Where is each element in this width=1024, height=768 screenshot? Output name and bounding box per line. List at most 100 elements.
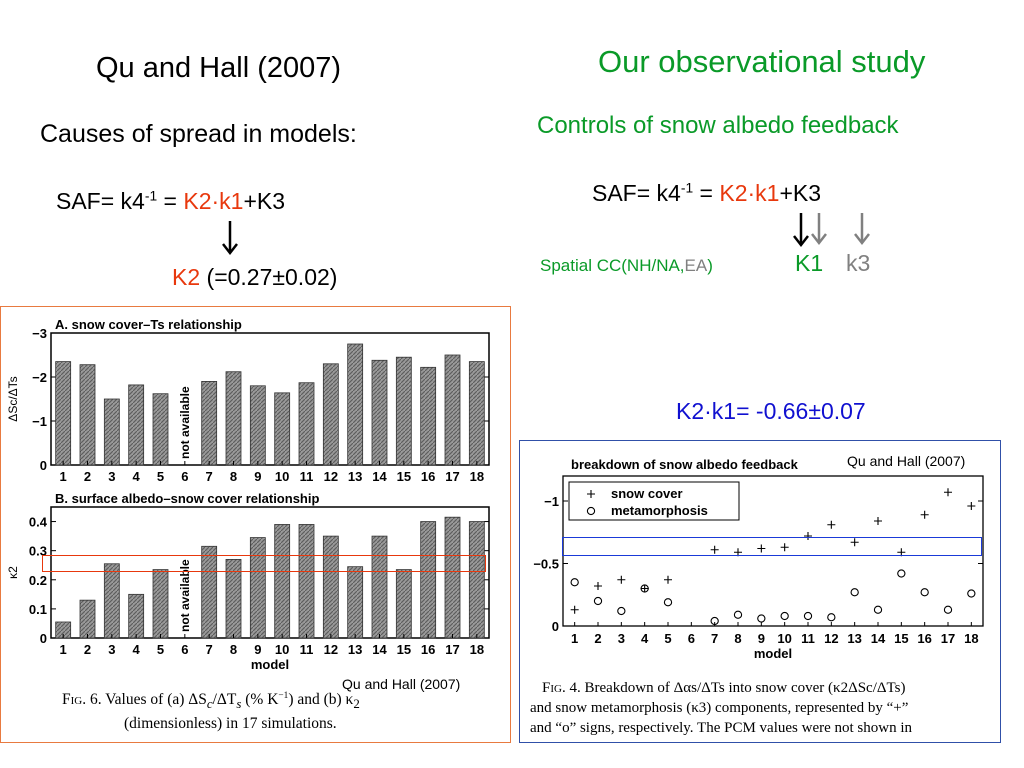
- fig4-caption-fig: Fig.: [542, 680, 566, 696]
- fig6-caption-part: 6. Values of (a) ΔS: [86, 691, 207, 708]
- bar: [128, 593, 145, 639]
- x-tick-label: 5: [157, 642, 164, 657]
- circle-marker: [780, 611, 789, 621]
- bar: [444, 354, 461, 466]
- fig4-credit: Qu and Hall (2007): [847, 453, 966, 469]
- x-tick-label: 3: [108, 642, 115, 657]
- x-tick-label: 14: [372, 642, 387, 657]
- x-tick-label: 12: [824, 631, 838, 646]
- down-arrow-icon: [222, 221, 238, 256]
- k1-label: K1: [795, 250, 824, 276]
- highlight-box: [42, 555, 486, 572]
- panel-title: B. surface albedo–snow cover relationshi…: [55, 491, 319, 506]
- fig6-caption-fig: Fig.: [62, 691, 87, 708]
- x-tick-label: 14: [871, 631, 886, 646]
- bar: [201, 381, 218, 466]
- fig6-caption-part: ) and (b) κ: [288, 691, 354, 708]
- circle-marker: [617, 606, 626, 616]
- x-tick-label: 7: [206, 469, 213, 484]
- circle-marker: [593, 596, 603, 606]
- eq-part: =: [693, 180, 720, 206]
- y-tick-label: −0.5: [533, 557, 559, 572]
- legend-label: snow cover: [611, 486, 683, 501]
- bar: [420, 521, 437, 639]
- bar: [298, 382, 315, 466]
- circle-marker: [827, 613, 836, 622]
- plus-marker: [570, 605, 579, 614]
- x-tick-label: 4: [133, 642, 141, 657]
- plus-marker: [827, 520, 836, 529]
- circle-marker: [967, 589, 976, 598]
- x-tick-label: 14: [372, 469, 387, 484]
- x-tick-label: 6: [181, 469, 188, 484]
- fig4-caption: Fig. 4. Breakdown of Δαs/ΔTs into snow c…: [530, 678, 995, 738]
- x-tick-label: 1: [60, 469, 67, 484]
- plus-marker: [757, 544, 766, 553]
- x-tick-label: 16: [421, 469, 435, 484]
- left-subtitle: Causes of spread in models:: [40, 120, 357, 148]
- y-tick-label: −3: [32, 326, 47, 341]
- x-tick-label: 5: [157, 469, 164, 484]
- bar: [152, 393, 169, 466]
- plus-marker: [944, 488, 952, 497]
- circle-marker: [733, 610, 743, 619]
- x-tick-label: 15: [397, 469, 411, 484]
- eq-exponent: -1: [144, 188, 158, 204]
- fig6-caption-line1: Fig. 6. Values of (a) ΔSc/ΔTs (% K−1) an…: [62, 690, 492, 714]
- bar: [420, 366, 437, 466]
- bar: [274, 524, 291, 639]
- circle-marker: [757, 614, 766, 623]
- circle-marker: [943, 605, 953, 614]
- eq-k2k1: K2·k1: [719, 180, 780, 206]
- circle-marker: [850, 588, 859, 597]
- fig6-credit: Qu and Hall (2007): [342, 676, 461, 692]
- y-tick-label: 0: [40, 631, 47, 646]
- plus-marker: [710, 545, 719, 554]
- x-tick-label: 12: [324, 642, 338, 657]
- bar: [322, 363, 339, 466]
- x-tick-label: 9: [254, 642, 261, 657]
- eq-part: SAF= k4: [56, 188, 145, 214]
- black-down-arrow-icon: [793, 213, 809, 248]
- k3-label: k3: [846, 250, 871, 276]
- plot-frame: [50, 506, 490, 639]
- plot-frame: [562, 475, 984, 627]
- bar: [322, 535, 339, 639]
- legend-box: [568, 481, 740, 521]
- legend-plus-marker: [587, 490, 595, 498]
- bar: [128, 384, 145, 466]
- right-title: Our observational study: [598, 44, 926, 79]
- x-tick-label: 7: [206, 642, 213, 657]
- result-value: K2·k1= -0.66±0.07: [676, 398, 866, 424]
- x-tick-label: 6: [688, 631, 695, 646]
- circle-marker: [897, 569, 906, 578]
- fig6-caption-part: /ΔT: [212, 691, 237, 708]
- legend-circle-marker: [586, 506, 596, 516]
- fig6-caption-part: (% K: [241, 691, 279, 708]
- plus-marker: [850, 538, 859, 547]
- right-equation: SAF= k4-1 = K2·k1+K3: [592, 180, 821, 207]
- x-tick-label: 6: [181, 642, 188, 657]
- fig4-highlight-box: [562, 537, 982, 556]
- plus-marker: [804, 532, 812, 540]
- x-tick-label: 13: [348, 642, 362, 657]
- x-tick-label: 8: [230, 642, 237, 657]
- spatial-cc-ea: EA: [684, 256, 708, 275]
- x-tick-label: 3: [108, 469, 115, 484]
- x-tick-label: 8: [734, 631, 741, 646]
- y-tick-label: 0: [552, 619, 559, 634]
- x-tick-label: 11: [300, 642, 314, 657]
- bar: [371, 359, 388, 466]
- y-tick-label: 0.2: [29, 573, 47, 588]
- y-axis-label: ΔSc/ΔTs: [6, 376, 20, 421]
- plus-marker: [920, 510, 929, 519]
- x-axis-label: model: [251, 657, 289, 672]
- panel-title: breakdown of snow albedo feedback: [571, 457, 799, 472]
- bar: [468, 521, 485, 639]
- legend-label: metamorphosis: [611, 503, 708, 518]
- panel-title: A. snow cover–Ts relationship: [55, 317, 242, 332]
- fig6-caption-part: −1: [278, 690, 289, 701]
- circle-marker: [640, 584, 649, 593]
- k2-value: (=0.27±0.02): [200, 264, 338, 290]
- x-tick-label: 10: [275, 642, 289, 657]
